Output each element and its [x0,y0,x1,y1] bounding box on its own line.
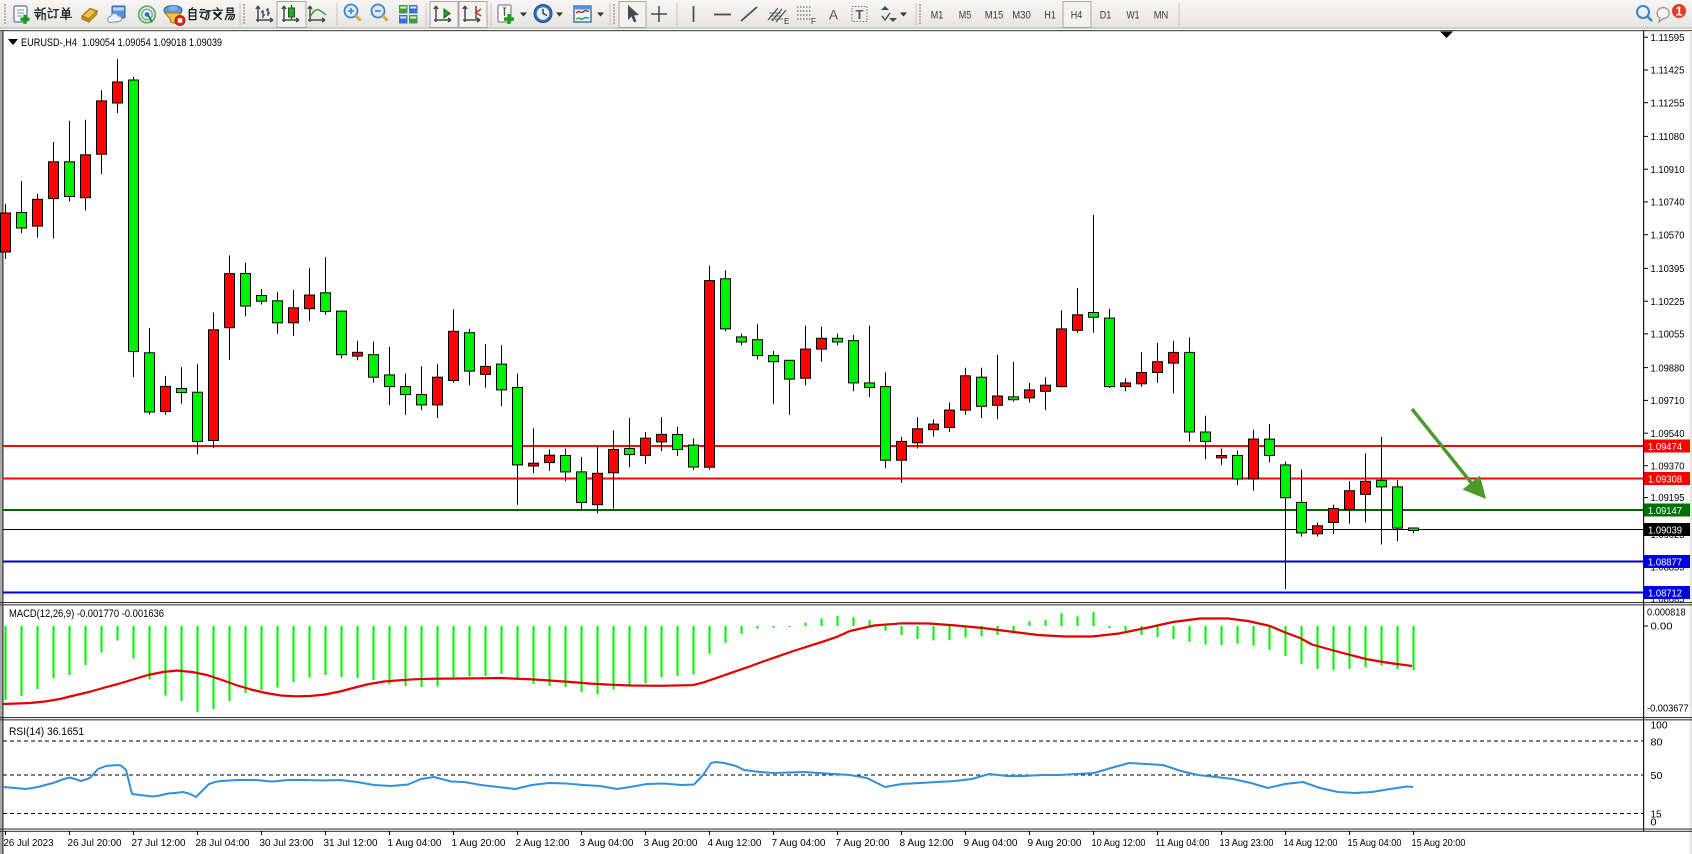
svg-text:3 Aug 04:00: 3 Aug 04:00 [580,838,634,849]
svg-text:EURUSD-,H4 1.09054 1.09054 1.: EURUSD-,H4 1.09054 1.09054 1.09018 1.090… [21,37,222,49]
svg-text:1 Aug 04:00: 1 Aug 04:00 [388,838,442,849]
svg-text:W1: W1 [1127,10,1140,22]
svg-text:1.10740: 1.10740 [1651,198,1685,209]
svg-text:A: A [829,8,838,23]
svg-text:1.09880: 1.09880 [1651,363,1685,374]
svg-text:M5: M5 [959,10,972,22]
svg-text:1.09540: 1.09540 [1651,429,1685,440]
svg-text:31 Jul 12:00: 31 Jul 12:00 [324,838,378,849]
svg-text:26 Jul 2023: 26 Jul 2023 [4,838,54,849]
svg-text:0.000818: 0.000818 [1647,608,1686,619]
svg-text:27 Jul 12:00: 27 Jul 12:00 [132,838,186,849]
svg-text:M15: M15 [985,10,1004,22]
svg-text:15 Aug 04:00: 15 Aug 04:00 [1348,838,1402,849]
svg-text:15: 15 [1651,809,1662,820]
svg-text:1.09370: 1.09370 [1651,461,1685,472]
svg-text:1.09039: 1.09039 [1648,525,1682,536]
svg-text:1.09710: 1.09710 [1651,396,1685,407]
svg-text:MACD(12,26,9) -0.001770 -0.001: MACD(12,26,9) -0.001770 -0.001636 [9,608,164,620]
svg-text:4 Aug 12:00: 4 Aug 12:00 [708,838,762,849]
svg-text:7 Aug 04:00: 7 Aug 04:00 [772,838,826,849]
svg-text:1.11255: 1.11255 [1651,98,1685,109]
svg-text:1.11080: 1.11080 [1651,132,1685,143]
svg-text:F: F [811,17,816,26]
svg-text:30 Jul 23:00: 30 Jul 23:00 [260,838,314,849]
svg-text:15 Aug 20:00: 15 Aug 20:00 [1412,838,1466,849]
svg-text:M1: M1 [931,10,944,22]
svg-text:8 Aug 12:00: 8 Aug 12:00 [900,838,954,849]
svg-text:1.10225: 1.10225 [1651,297,1685,308]
svg-text:28 Jul 04:00: 28 Jul 04:00 [196,838,250,849]
svg-text:9 Aug 04:00: 9 Aug 04:00 [964,838,1018,849]
svg-text:1.09195: 1.09195 [1651,493,1685,504]
svg-text:1.08855: 1.08855 [1651,563,1685,574]
svg-text:14 Aug 12:00: 14 Aug 12:00 [1284,838,1338,849]
svg-text:T: T [856,7,864,22]
svg-text:50: 50 [1651,771,1663,782]
svg-text:1.10570: 1.10570 [1651,230,1685,241]
svg-text:13 Aug 23:00: 13 Aug 23:00 [1220,838,1274,849]
svg-text:26 Jul 20:00: 26 Jul 20:00 [68,838,122,849]
svg-text:2 Aug 12:00: 2 Aug 12:00 [516,838,570,849]
svg-text:1.09308: 1.09308 [1648,474,1682,485]
svg-text:H4: H4 [1071,10,1083,22]
svg-text:11 Aug 04:00: 11 Aug 04:00 [1156,838,1210,849]
svg-text:H1: H1 [1044,10,1056,22]
svg-text:1.09474: 1.09474 [1648,442,1682,453]
svg-text:M30: M30 [1012,10,1031,22]
svg-text:1.09147: 1.09147 [1648,506,1682,517]
svg-text:1 Aug 20:00: 1 Aug 20:00 [452,838,506,849]
svg-text:D1: D1 [1100,10,1112,22]
svg-text:7 Aug 20:00: 7 Aug 20:00 [836,838,890,849]
svg-text:1.08685: 1.08685 [1651,595,1685,606]
svg-text:1.11425: 1.11425 [1651,66,1685,77]
svg-text:80: 80 [1651,738,1663,749]
svg-text:E: E [784,17,789,26]
svg-text:RSI(14) 36.1651: RSI(14) 36.1651 [9,726,84,738]
svg-text:MN: MN [1154,10,1169,22]
svg-text:1.10055: 1.10055 [1651,330,1685,341]
svg-text:3 Aug 20:00: 3 Aug 20:00 [644,838,698,849]
svg-text:0.00: 0.00 [1651,622,1673,633]
svg-text:1.08877: 1.08877 [1648,557,1682,568]
svg-text:0: 0 [1651,818,1657,829]
svg-text:10 Aug 12:00: 10 Aug 12:00 [1092,838,1146,849]
svg-text:1.10395: 1.10395 [1651,264,1685,275]
svg-text:1.08712: 1.08712 [1648,588,1682,599]
svg-text:1: 1 [1676,5,1683,19]
svg-text:9 Aug 20:00: 9 Aug 20:00 [1028,838,1082,849]
svg-text:-0.003677: -0.003677 [1647,704,1689,715]
svg-text:100: 100 [1651,721,1668,732]
svg-text:1.11595: 1.11595 [1651,33,1685,44]
svg-text:1.10910: 1.10910 [1651,165,1685,176]
